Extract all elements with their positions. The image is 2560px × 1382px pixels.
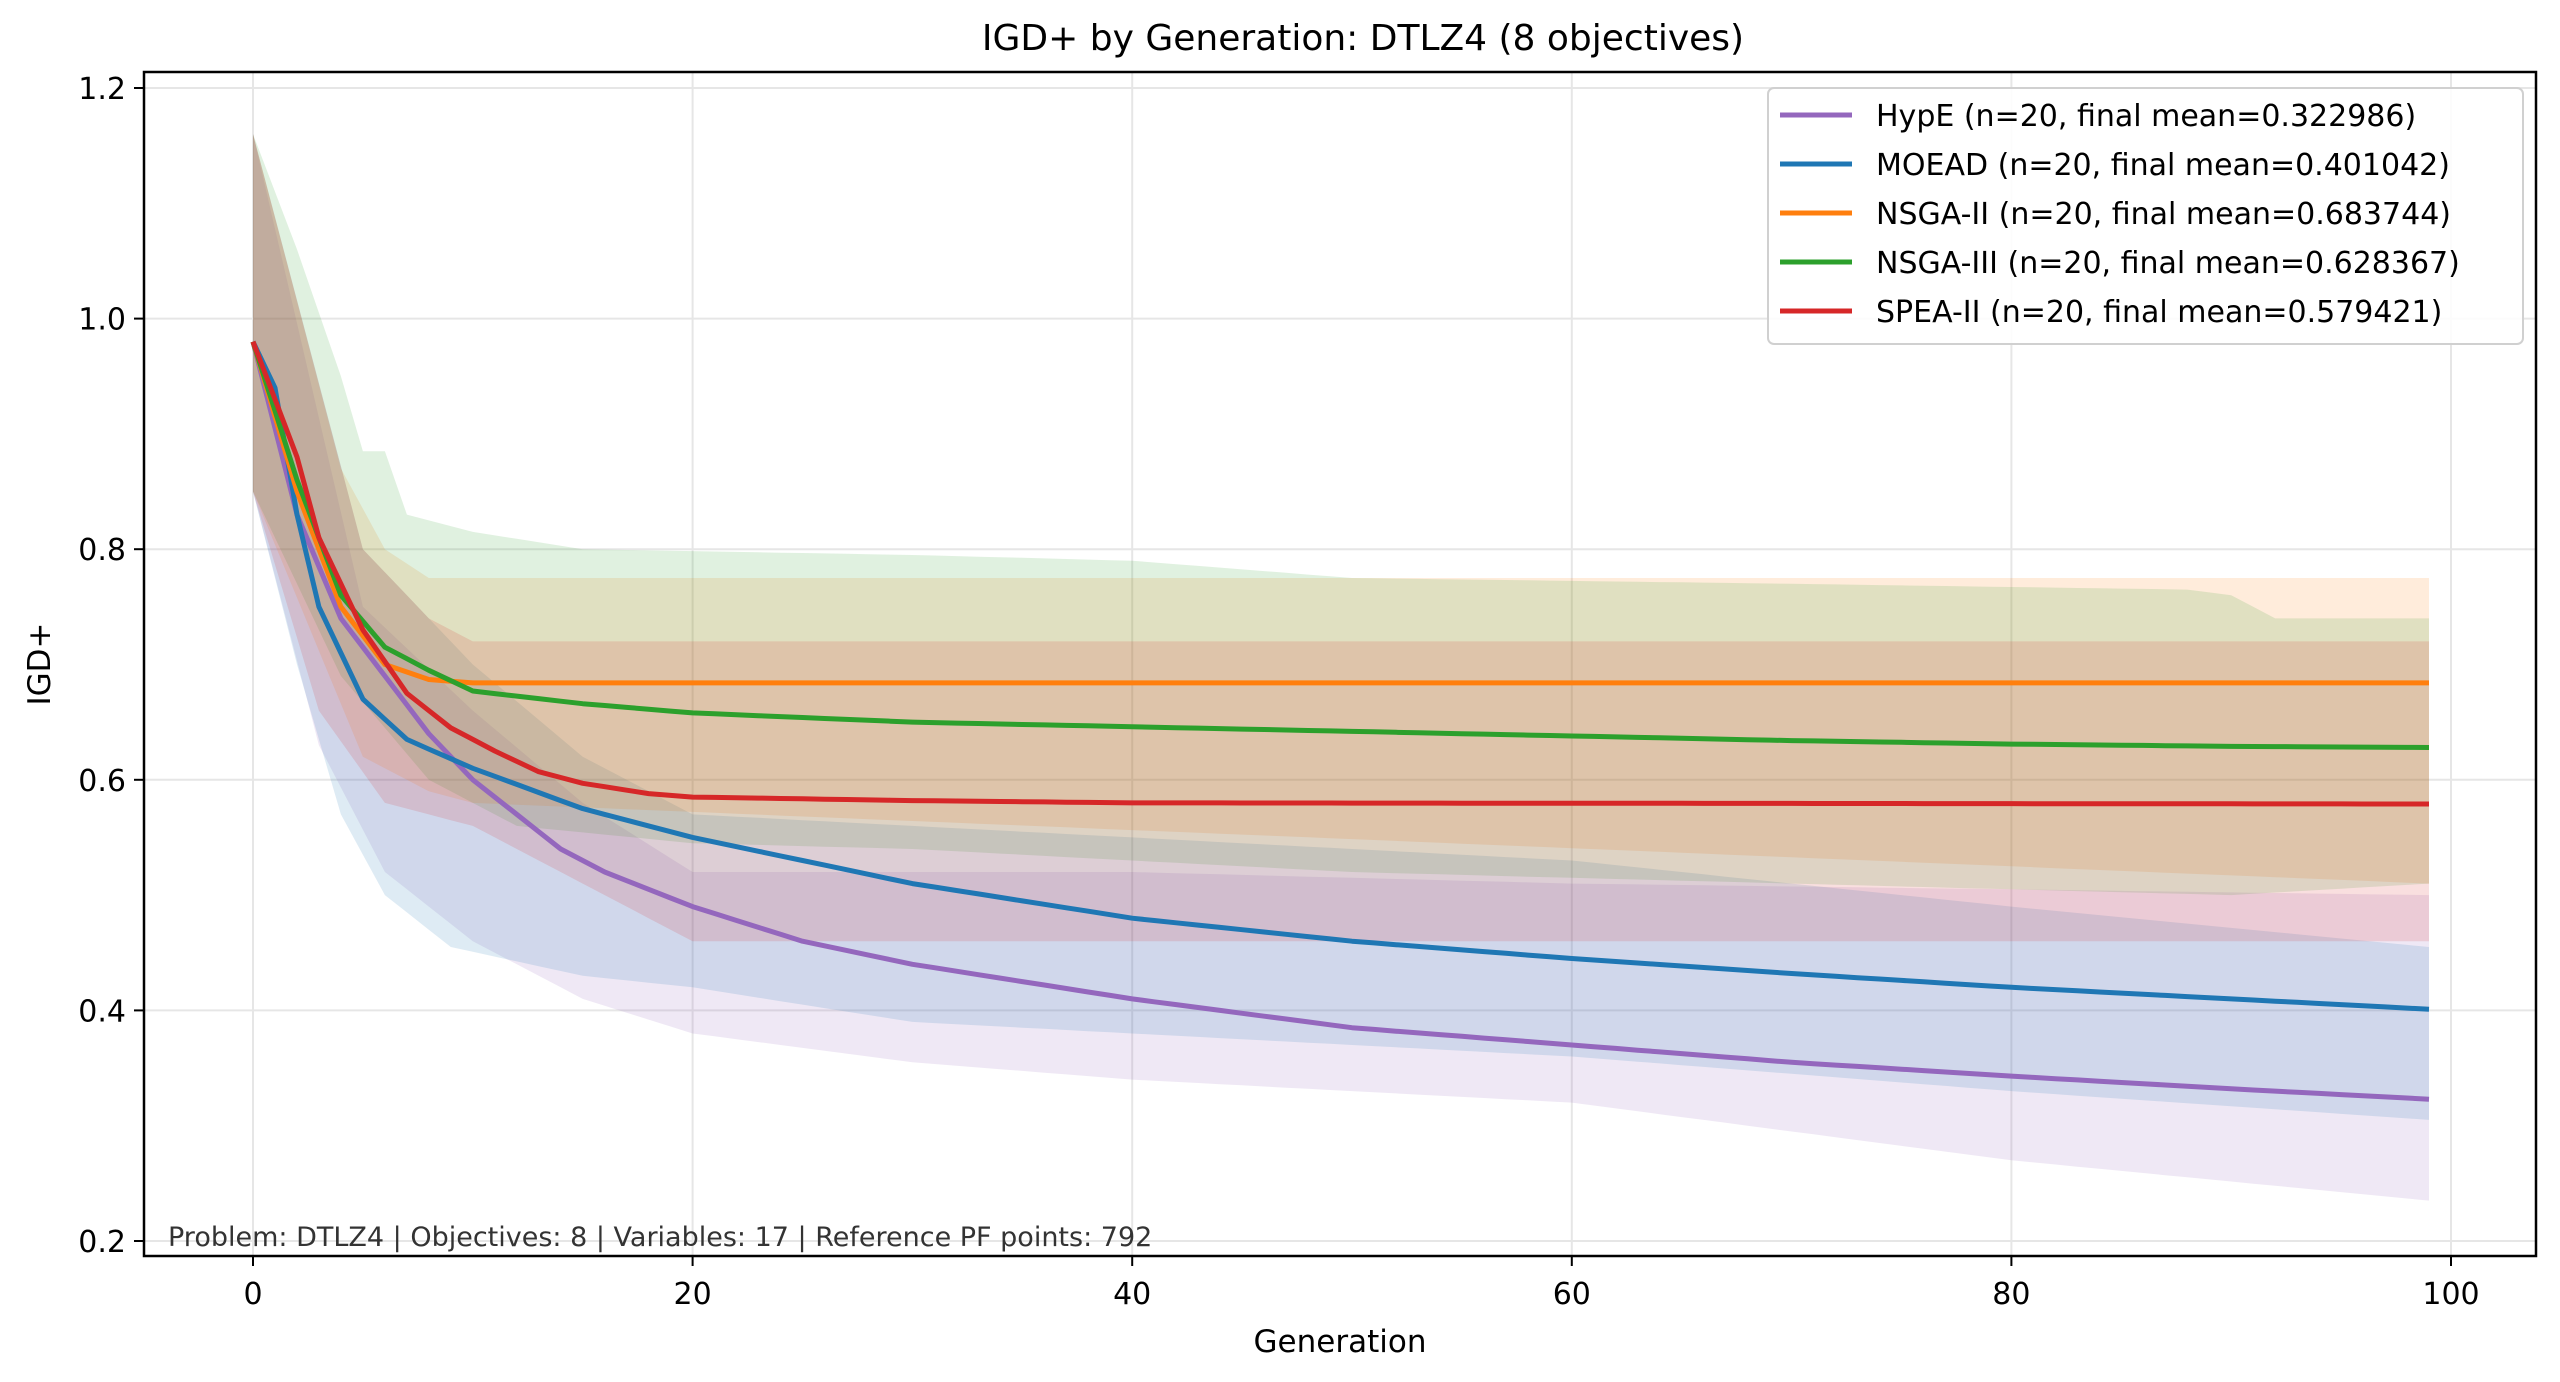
band-nsga-ii (253, 134, 2429, 884)
band-spea-ii (253, 134, 2429, 942)
legend-label-hype: HypE (n=20, final mean=0.322986) (1876, 99, 2416, 134)
x-tick-label: 40 (1113, 1277, 1151, 1312)
legend-label-nsga-iii: NSGA-III (n=20, final mean=0.628367) (1876, 246, 2460, 281)
legend-label-moead: MOEAD (n=20, final mean=0.401042) (1876, 148, 2450, 183)
y-axis-ticks: 0.2 0.4 0.6 0.8 1.0 1.2 (78, 72, 144, 1260)
line-moead (250, 340, 2430, 1012)
x-tick-label: 0 (243, 1277, 262, 1312)
band-moead (253, 134, 2429, 1120)
plot-frame (142, 70, 2538, 1258)
legend-label-spea-ii: SPEA-II (n=20, final mean=0.579421) (1876, 295, 2442, 330)
legend-frame (1767, 87, 2524, 345)
line-hype (250, 341, 2430, 1102)
y-tick-label: 0.2 (78, 1225, 126, 1260)
y-tick-label: 0.4 (78, 994, 126, 1029)
y-tick-label: 0.6 (78, 764, 126, 799)
legend-label-nsga-ii: NSGA-II (n=20, final mean=0.683744) (1876, 197, 2451, 232)
y-axis-label: IGD+ (22, 622, 58, 705)
y-tick-label: 1.2 (78, 72, 126, 107)
band-nsga-iii (253, 134, 2429, 896)
x-tick-label: 100 (2422, 1277, 2479, 1312)
chart-title: IGD+ by Generation: DTLZ4 (8 objectives) (982, 18, 1744, 59)
problem-annotation: Problem: DTLZ4 | Objectives: 8 | Variabl… (168, 1222, 1152, 1253)
y-tick-label: 0.8 (78, 533, 126, 568)
line-spea-ii (250, 340, 2429, 807)
y-tick-label: 1.0 (78, 303, 126, 338)
x-axis-ticks: 0 20 40 60 80 100 (243, 1256, 2480, 1312)
x-tick-label: 20 (674, 1277, 712, 1312)
x-tick-label: 60 (1553, 1277, 1591, 1312)
line-nsga-ii (250, 340, 2429, 686)
line-nsga-iii (250, 340, 2430, 750)
series-lines (250, 340, 2430, 1102)
legend: HypE (n=20, final mean=0.322986) MOEAD (n… (1767, 87, 2524, 345)
confidence-bands (253, 134, 2429, 1201)
x-tick-label: 80 (1992, 1277, 2030, 1312)
x-axis-label: Generation (1254, 1324, 1427, 1360)
band-hype (253, 134, 2429, 1201)
